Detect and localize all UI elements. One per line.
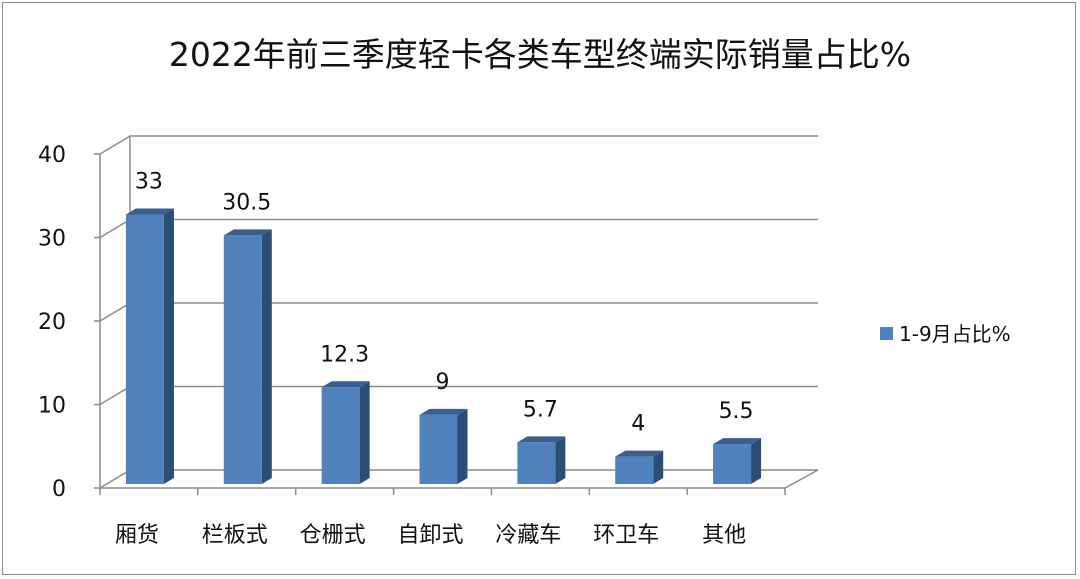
bar <box>615 456 654 484</box>
y-tick-label: 40 <box>38 143 66 168</box>
data-label: 4 <box>631 412 645 437</box>
bar <box>517 442 556 484</box>
bar-top <box>615 450 664 457</box>
bar <box>419 414 458 484</box>
x-category-label: 仓栅式 <box>300 523 366 548</box>
bar <box>713 444 752 484</box>
bar-side <box>163 208 174 484</box>
x-category-label: 冷藏车 <box>495 523 561 548</box>
bar-side <box>261 229 272 484</box>
y-tick-label: 30 <box>38 227 66 252</box>
x-category-label: 环卫车 <box>593 523 659 548</box>
x-category-label: 栏板式 <box>202 523 268 548</box>
bar <box>223 235 262 484</box>
chart-title: 2022年前三季度轻卡各类车型终端实际销量占比% <box>168 35 912 74</box>
bar-top <box>321 381 370 388</box>
data-label: 30.5 <box>222 190 271 215</box>
y-tick-label: 20 <box>38 310 66 335</box>
bar-side <box>457 408 468 484</box>
bar-side <box>751 438 762 484</box>
data-label: 33 <box>135 169 163 194</box>
x-category-label: 厢货 <box>115 523 159 548</box>
legend-label: 1-9月占比% <box>899 322 1011 346</box>
bar-top <box>517 436 566 443</box>
bar-top <box>223 229 272 236</box>
y-tick-label: 10 <box>38 394 66 419</box>
x-category-label: 自卸式 <box>397 523 463 548</box>
bar-top <box>419 408 468 415</box>
gridline-10 <box>99 385 818 406</box>
bar-side <box>359 381 370 484</box>
gridline-30 <box>99 218 818 239</box>
legend-swatch <box>880 327 893 340</box>
data-label: 12.3 <box>320 342 369 367</box>
bar-top <box>713 438 762 445</box>
gridline-40 <box>99 135 818 155</box>
data-label: 9 <box>436 370 450 395</box>
bar <box>321 387 360 484</box>
bar-side <box>555 436 566 484</box>
bar-top <box>125 208 174 215</box>
bar-side <box>653 450 664 484</box>
x-category-label: 其他 <box>702 523 746 548</box>
bar <box>125 214 164 484</box>
data-label: 5.5 <box>719 399 754 424</box>
gridline-20 <box>99 302 818 322</box>
data-label: 5.7 <box>523 397 558 422</box>
y-tick-label: 0 <box>52 477 66 502</box>
